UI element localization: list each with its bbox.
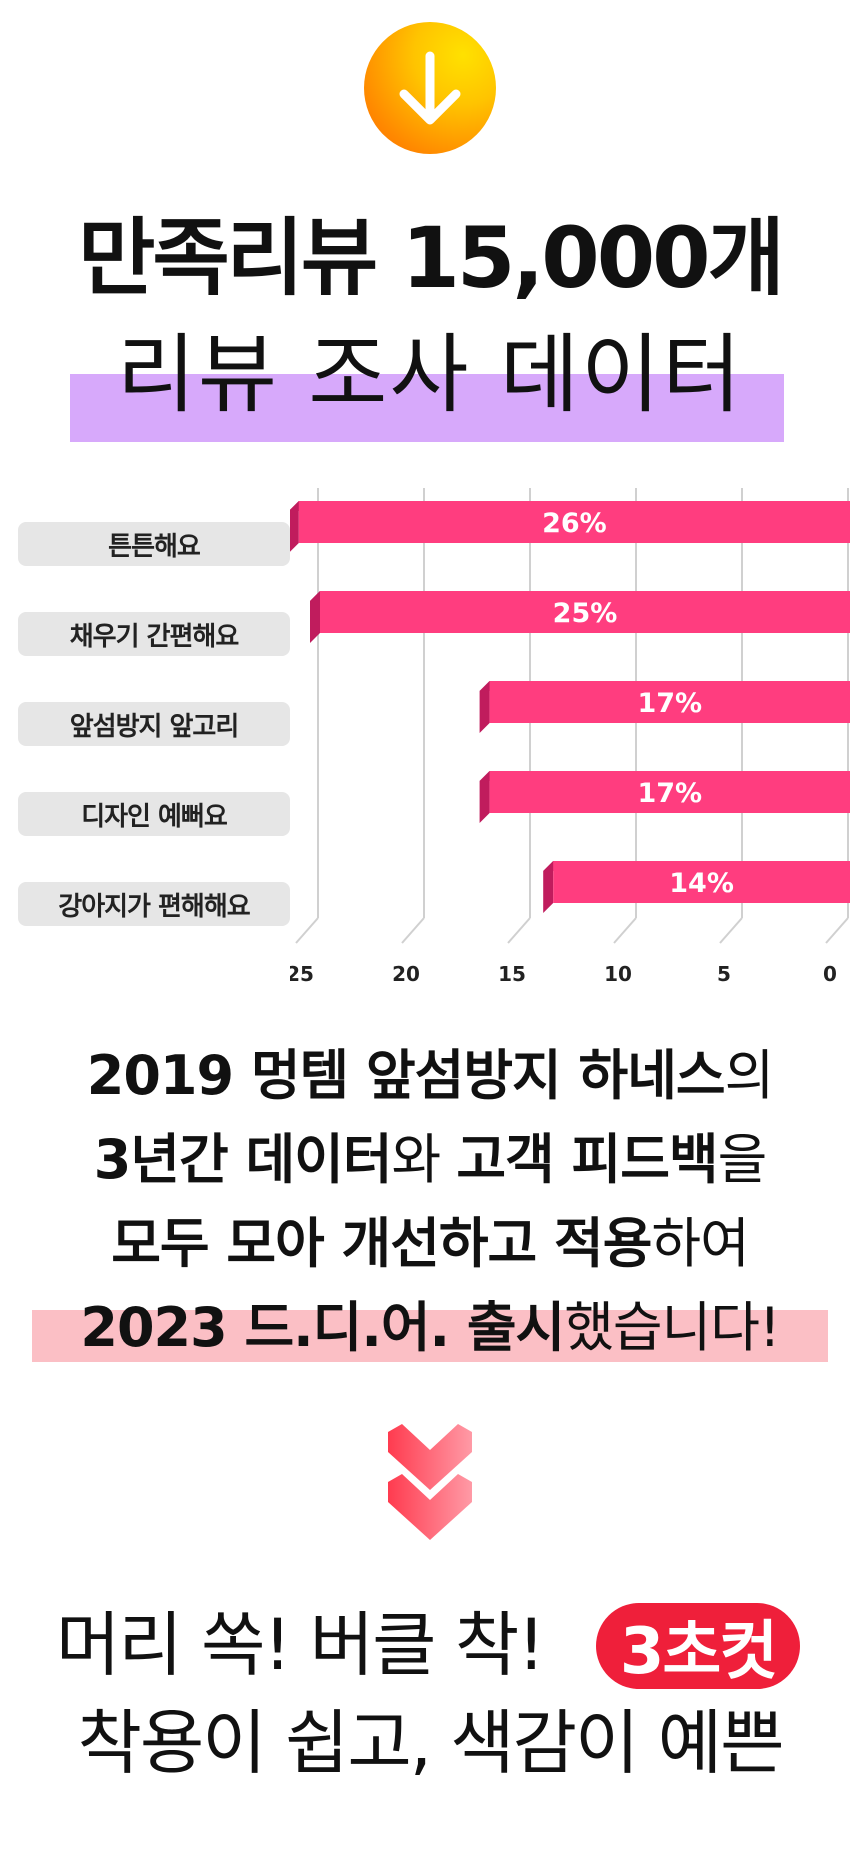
- bar-side: [290, 501, 299, 552]
- x-tick-label: 5: [717, 962, 731, 986]
- paragraph-bold: 2019 멍템 앞섬방지 하네스: [86, 1044, 726, 1107]
- paragraph-highlight: [32, 1310, 828, 1362]
- bar: [489, 771, 850, 813]
- bar-value-label: 14%: [669, 868, 734, 899]
- category-label: 채우기 간편해요: [18, 612, 290, 656]
- arrow-badge: [364, 22, 496, 154]
- paragraph-bold: 모두 모아 개선하고 적용: [111, 1212, 652, 1275]
- grid-line: [719, 917, 743, 944]
- grid-line: [401, 917, 425, 944]
- bottom-line2: 착용이 쉽고, 색감이 예쁜: [77, 1702, 784, 1784]
- bar-value-label: 17%: [637, 688, 702, 719]
- category-label: 앞섬방지 앞고리: [18, 702, 290, 746]
- paragraph-normal: 하여: [651, 1212, 749, 1275]
- category-label: 디자인 예뻐요: [18, 792, 290, 836]
- grid-line: [825, 917, 849, 944]
- paragraph-line4: 2023 드.디.어. 출시했습니다!: [0, 1286, 860, 1370]
- paragraph-line1: 2019 멍템 앞섬방지 하네스의: [0, 1034, 860, 1118]
- bar-side: [310, 591, 320, 643]
- grid-line: [295, 917, 319, 944]
- x-tick-label: 10: [604, 962, 632, 986]
- pill-badge: 3초컷: [596, 1603, 800, 1689]
- x-tick-label: 25: [290, 962, 314, 986]
- bar: [553, 861, 850, 903]
- bar: [298, 501, 850, 543]
- grid-line: [507, 917, 531, 944]
- headline-line1: 만족리뷰 15,000개: [78, 209, 785, 307]
- x-tick-label: 0: [823, 962, 837, 986]
- category-label: 강아지가 편해해요: [18, 882, 290, 926]
- bar-chart: 25 20 15 10 5 0 26% 25% 17% 17% 14%: [290, 488, 850, 986]
- paragraph-normal: 했습니다!: [564, 1296, 780, 1359]
- bar-value-label: 25%: [553, 598, 618, 629]
- category-label: 튼튼해요: [18, 522, 290, 566]
- bar-side: [479, 681, 490, 733]
- paragraph-normal: 의: [724, 1044, 775, 1107]
- bar-side: [479, 771, 490, 823]
- double-chevron-down-icon: [388, 1424, 472, 1540]
- paragraph-normal: 을: [717, 1128, 768, 1191]
- bar-value-label: 17%: [637, 778, 702, 809]
- paragraph-normal: 와: [391, 1128, 457, 1191]
- bottom-line1: 머리 쏙! 버클 착!: [56, 1604, 545, 1686]
- paragraph-bold: 3년간 데이터: [93, 1128, 393, 1191]
- bar: [320, 591, 850, 633]
- x-tick-label: 20: [392, 962, 420, 986]
- paragraph-bold: 고객 피드백: [456, 1128, 718, 1191]
- x-tick-label: 15: [498, 962, 526, 986]
- headline-highlight: [70, 374, 784, 442]
- grid-line: [613, 917, 637, 944]
- headline-line2: 리뷰 조사 데이터: [116, 325, 744, 425]
- paragraph-line2: 3년간 데이터와 고객 피드백을: [0, 1118, 860, 1202]
- bar: [489, 681, 850, 723]
- arrow-down-icon: [399, 51, 461, 125]
- bar-value-label: 26%: [542, 508, 607, 539]
- paragraph-bold: 2023 드.디.어. 출시: [80, 1296, 565, 1359]
- bar-side: [543, 861, 554, 913]
- paragraph-line3: 모두 모아 개선하고 적용하여: [0, 1202, 860, 1286]
